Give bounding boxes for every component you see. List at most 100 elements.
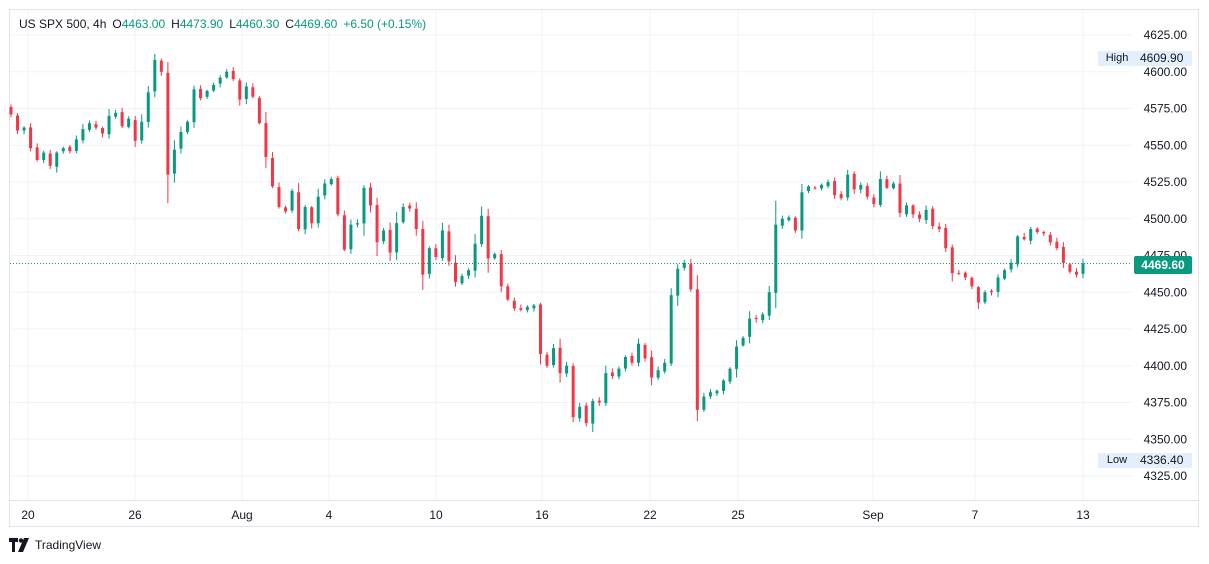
candle (323, 179, 327, 200)
candle (748, 311, 752, 344)
candle (101, 126, 105, 138)
candle (571, 363, 575, 423)
candle (329, 176, 333, 186)
candle-body (74, 139, 78, 151)
x-tick-label: 7 (972, 508, 979, 522)
candle-body (918, 214, 922, 219)
candle (55, 151, 59, 173)
candle-body (205, 90, 209, 97)
y-tick-label: 4600.00 (1144, 65, 1188, 79)
candle (905, 202, 909, 217)
candle-body (905, 205, 909, 215)
candle-body (885, 179, 889, 188)
candle-body (55, 152, 59, 167)
candle (231, 67, 235, 82)
candle-body (395, 223, 399, 253)
x-tick-label: 13 (1076, 508, 1090, 522)
candle-body (408, 205, 412, 209)
candle (833, 177, 837, 199)
candle-body (87, 123, 91, 130)
candle (617, 366, 621, 380)
candle-body (153, 59, 157, 92)
candle (414, 202, 418, 236)
candle (48, 150, 52, 170)
candle (74, 135, 78, 154)
candle-body (780, 218, 784, 226)
candle-body (839, 194, 843, 199)
candle-body (604, 373, 608, 404)
candle (558, 338, 562, 383)
candle (996, 274, 1000, 298)
candle-body (270, 158, 274, 187)
candle-body (1035, 228, 1039, 232)
candle (362, 185, 366, 236)
candle (303, 204, 307, 235)
candle (545, 352, 549, 368)
candle-body (375, 204, 379, 243)
grid-lines (10, 10, 1132, 500)
symbol-name: US SPX 500 (19, 17, 87, 31)
candle-body (231, 70, 235, 80)
candle-body (761, 314, 765, 321)
candle (480, 206, 484, 247)
y-tick-label: 4550.00 (1144, 138, 1188, 152)
candle-body (35, 147, 39, 160)
candle (689, 258, 693, 292)
candle (408, 202, 412, 212)
open-value: 4463.00 (121, 17, 166, 31)
candle-body (251, 87, 255, 97)
candle (1035, 227, 1039, 234)
candle (16, 113, 20, 135)
candle-body (983, 292, 987, 303)
candle (342, 210, 346, 252)
candle (94, 120, 98, 130)
candle (735, 340, 739, 378)
candle (1022, 232, 1026, 241)
candle (963, 271, 967, 281)
candle (1029, 226, 1033, 245)
candle (395, 211, 399, 261)
high-marker-label: High (1098, 51, 1136, 66)
candle-body (689, 264, 693, 290)
candle (29, 123, 33, 152)
candle-body (329, 179, 333, 185)
y-tick-label: 4525.00 (1144, 175, 1188, 189)
candle (839, 190, 843, 201)
candle (460, 273, 464, 286)
close-label: C (285, 17, 294, 31)
candle (885, 175, 889, 190)
y-tick-label: 4325.00 (1144, 469, 1188, 483)
candle-body (447, 231, 451, 262)
candle-body (185, 121, 189, 132)
candle-body (127, 118, 131, 127)
y-tick-label: 4350.00 (1144, 432, 1188, 446)
x-tick-label: 4 (326, 508, 333, 522)
candle-body (708, 392, 712, 397)
tradingview-logo[interactable]: TradingView (9, 538, 101, 552)
candle-body (643, 344, 647, 359)
candle-body (493, 254, 497, 259)
candle (172, 140, 176, 183)
candle-body (630, 355, 634, 363)
candle (650, 350, 654, 386)
candle (604, 365, 608, 406)
candle (682, 259, 686, 271)
candle-body (355, 223, 359, 225)
candle (349, 219, 353, 254)
candle-body (81, 129, 85, 141)
candle-body (591, 401, 595, 424)
x-tick-label: 16 (535, 508, 549, 522)
candle (120, 107, 124, 128)
candle-body (735, 346, 739, 369)
symbol-legend: US SPX 500 , 4h O 4463.00 H 4473.90 L 44… (19, 17, 427, 31)
candle (538, 302, 542, 365)
candle (427, 246, 431, 279)
candle (1061, 242, 1065, 268)
candle-body (597, 400, 601, 403)
candle-body (846, 174, 850, 198)
candle-body (715, 390, 719, 394)
candle-body (610, 372, 614, 377)
candle-body (623, 356, 627, 369)
y-axis: 4625.00 4600.00 4575.00 4550.00 4525.00 4500.… (1144, 28, 1188, 483)
candle-body (414, 208, 418, 230)
